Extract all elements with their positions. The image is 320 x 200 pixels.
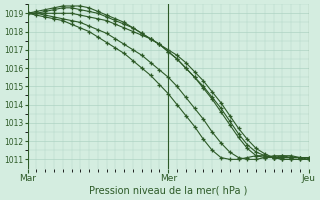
X-axis label: Pression niveau de la mer( hPa ): Pression niveau de la mer( hPa ): [89, 186, 247, 196]
